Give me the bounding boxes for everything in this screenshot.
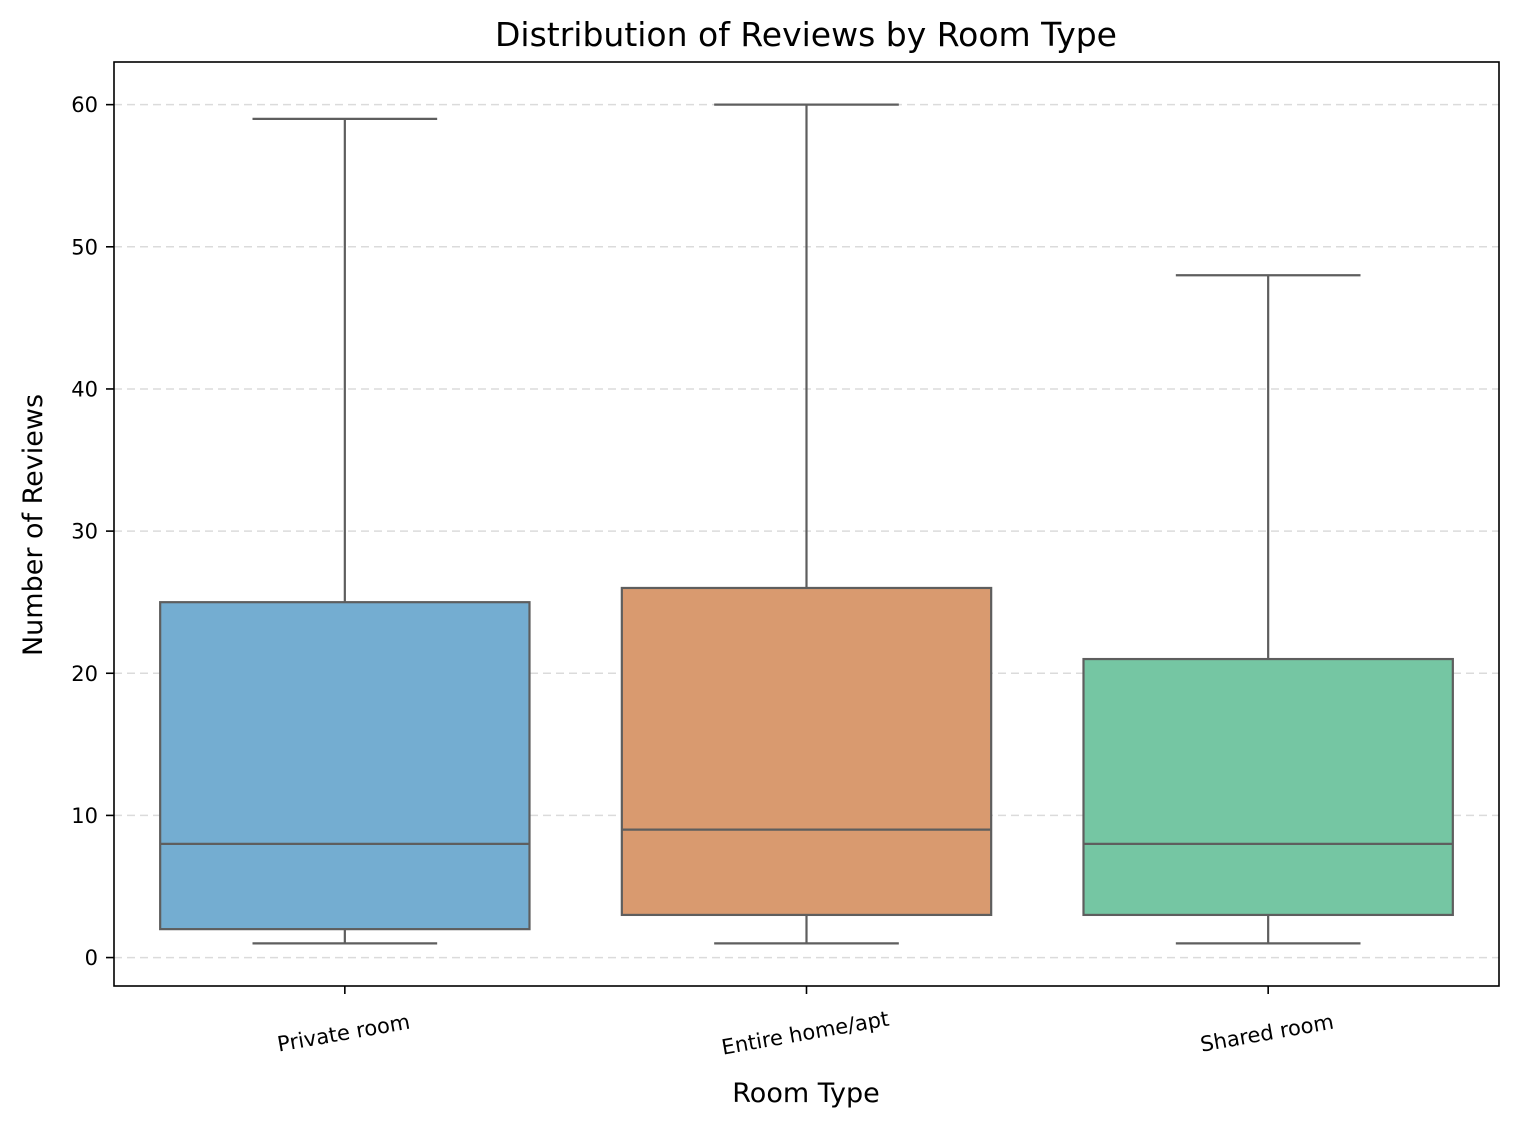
box-group xyxy=(620,103,993,945)
y-tick-label: 0 xyxy=(85,946,98,970)
x-tick-label: Shared room xyxy=(1198,1010,1335,1057)
x-tick-label: Private room xyxy=(275,1010,411,1057)
y-axis: 0 10 20 30 40 50 60 xyxy=(71,93,114,970)
box-group xyxy=(1082,274,1454,945)
iqr-box xyxy=(1082,657,1454,917)
x-axis-title: Room Type xyxy=(732,1078,880,1109)
y-tick-label: 60 xyxy=(71,93,98,117)
iqr-box xyxy=(159,601,531,931)
y-tick-label: 40 xyxy=(71,377,98,401)
y-tick-label: 10 xyxy=(71,804,98,828)
y-tick-label: 20 xyxy=(71,662,98,686)
chart-title: Distribution of Reviews by Room Type xyxy=(495,15,1117,54)
x-axis: Private room Entire home/apt Shared room xyxy=(275,986,1335,1060)
y-tick-label: 50 xyxy=(71,235,98,259)
boxes xyxy=(159,103,1454,945)
x-tick-label: Entire home/apt xyxy=(720,1007,891,1060)
y-axis-title: Number of Reviews xyxy=(18,394,49,656)
iqr-box xyxy=(620,586,993,917)
y-tick-label: 30 xyxy=(71,520,98,544)
box-group xyxy=(159,117,531,945)
